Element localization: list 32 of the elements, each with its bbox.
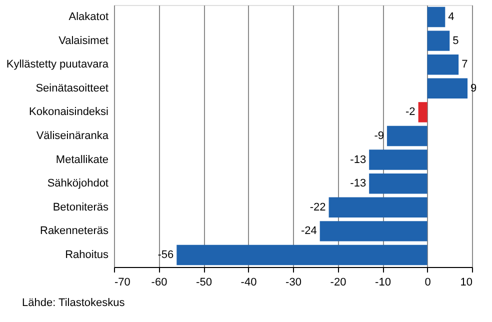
y-tick-label: Seinätasoitteet [36, 82, 108, 94]
y-tick-label: Sähköjohdot [47, 178, 108, 190]
x-tick-label: -70 [114, 276, 130, 288]
data-label: -2 [406, 106, 416, 118]
data-label: -13 [350, 154, 366, 166]
x-tick-label: 10 [460, 276, 472, 288]
y-tick-label: Rahoitus [65, 248, 109, 261]
data-label: -22 [310, 201, 326, 214]
y-tick-label: Valaisimet [58, 34, 108, 47]
x-tick-label: -60 [151, 276, 168, 288]
y-tick-label: Kokonaisindeksi [29, 106, 108, 118]
data-label: 5 [452, 34, 459, 47]
data-label: 4 [448, 11, 454, 24]
x-tick-label: -30 [286, 276, 302, 288]
data-label: 7 [462, 58, 468, 71]
data-label: -24 [300, 225, 317, 238]
data-label: -9 [374, 130, 384, 142]
data-label: -56 [158, 248, 174, 261]
x-tick-label: -20 [330, 276, 346, 288]
y-tick-label: Metallikate [56, 154, 108, 166]
x-tick-label: -50 [196, 276, 212, 288]
x-tick-label: 0 [424, 276, 431, 288]
y-tick-label: Betoniteräs [52, 201, 109, 214]
x-tick-label: -40 [240, 276, 257, 288]
text: Lähde: Tilastokeskus [22, 297, 126, 309]
y-tick-label: Kyllästetty puutavara [6, 58, 110, 71]
y-tick-label: Väliseinäranka [36, 130, 110, 142]
data-label: -13 [350, 178, 366, 190]
y-tick-label: Alakatot [68, 11, 108, 24]
data-label: 9 [470, 82, 477, 94]
x-tick-label: -10 [375, 276, 391, 288]
y-tick-label: Rakenneteräs [40, 225, 109, 238]
